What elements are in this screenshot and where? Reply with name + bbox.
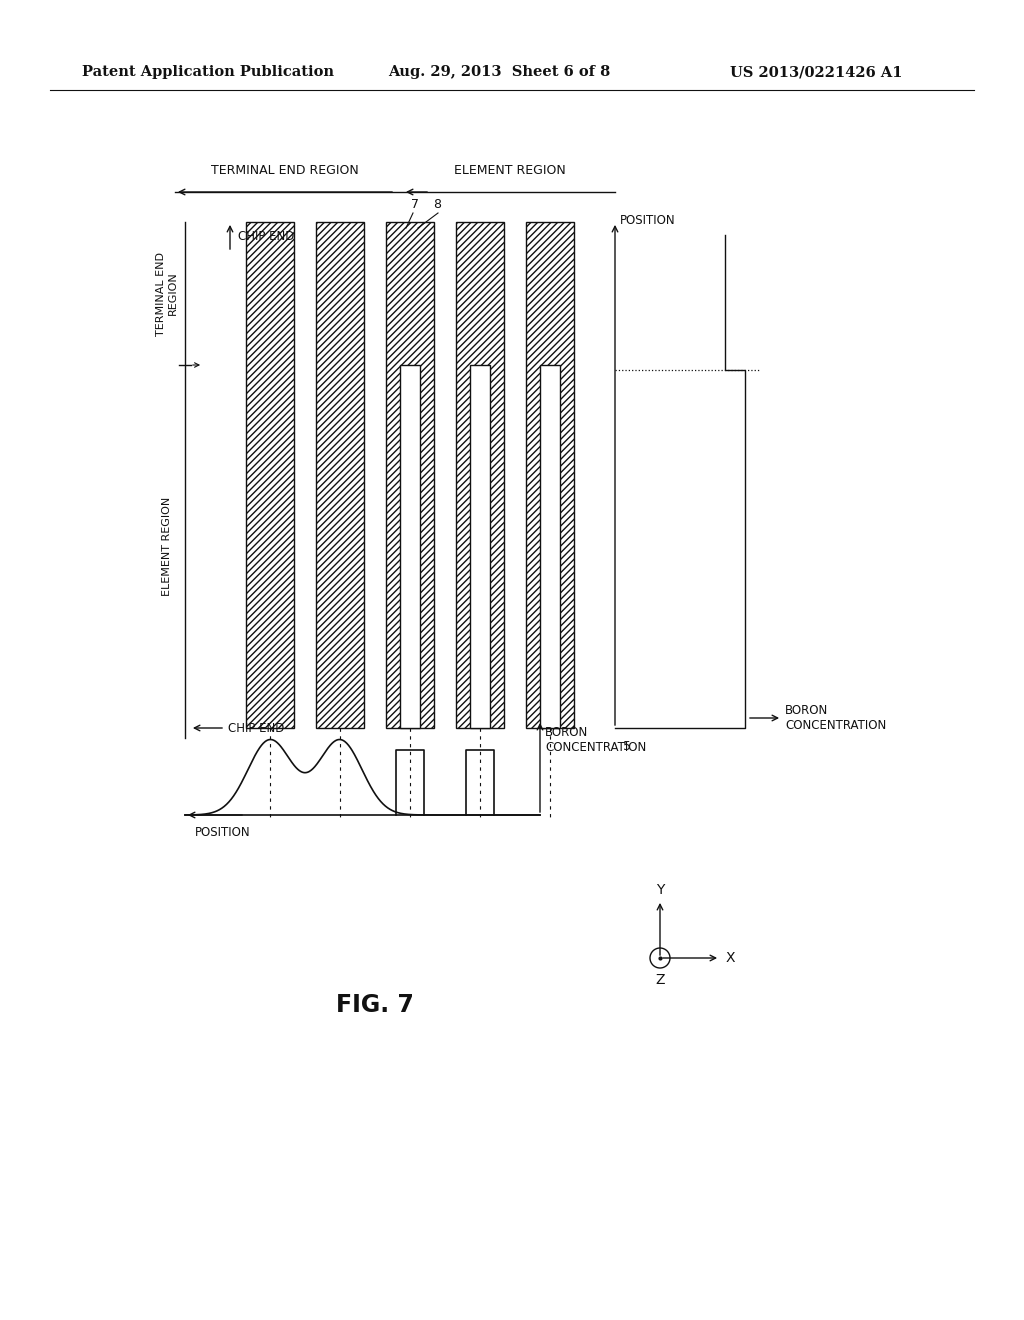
Text: TERMINAL END REGION: TERMINAL END REGION bbox=[211, 164, 358, 177]
Text: Z: Z bbox=[655, 973, 665, 987]
Bar bbox=[526, 222, 574, 729]
Text: CHIP END: CHIP END bbox=[228, 722, 285, 734]
Text: ELEMENT REGION: ELEMENT REGION bbox=[454, 164, 566, 177]
Bar bbox=[246, 222, 294, 729]
Text: 7: 7 bbox=[411, 198, 419, 211]
Bar bbox=[470, 366, 490, 729]
Bar bbox=[386, 222, 434, 729]
Text: 8: 8 bbox=[433, 198, 441, 211]
Text: X: X bbox=[725, 950, 735, 965]
Bar bbox=[540, 366, 560, 729]
Text: Aug. 29, 2013  Sheet 6 of 8: Aug. 29, 2013 Sheet 6 of 8 bbox=[388, 65, 610, 79]
Text: TERMINAL END
REGION: TERMINAL END REGION bbox=[157, 252, 178, 335]
Text: FIG. 7: FIG. 7 bbox=[336, 993, 414, 1016]
Text: US 2013/0221426 A1: US 2013/0221426 A1 bbox=[730, 65, 902, 79]
Text: BORON
CONCENTRATION: BORON CONCENTRATION bbox=[785, 704, 886, 733]
Bar bbox=[316, 222, 364, 729]
Text: Patent Application Publication: Patent Application Publication bbox=[82, 65, 334, 79]
Bar bbox=[400, 366, 420, 729]
Text: POSITION: POSITION bbox=[620, 214, 676, 227]
Text: BORON
CONCENTRATION: BORON CONCENTRATION bbox=[545, 726, 646, 754]
Text: 5: 5 bbox=[623, 739, 631, 752]
Text: Y: Y bbox=[655, 883, 665, 898]
Text: CHIP END: CHIP END bbox=[238, 231, 294, 243]
Text: ELEMENT REGION: ELEMENT REGION bbox=[162, 496, 172, 597]
Text: POSITION: POSITION bbox=[195, 826, 251, 840]
Bar bbox=[456, 222, 504, 729]
